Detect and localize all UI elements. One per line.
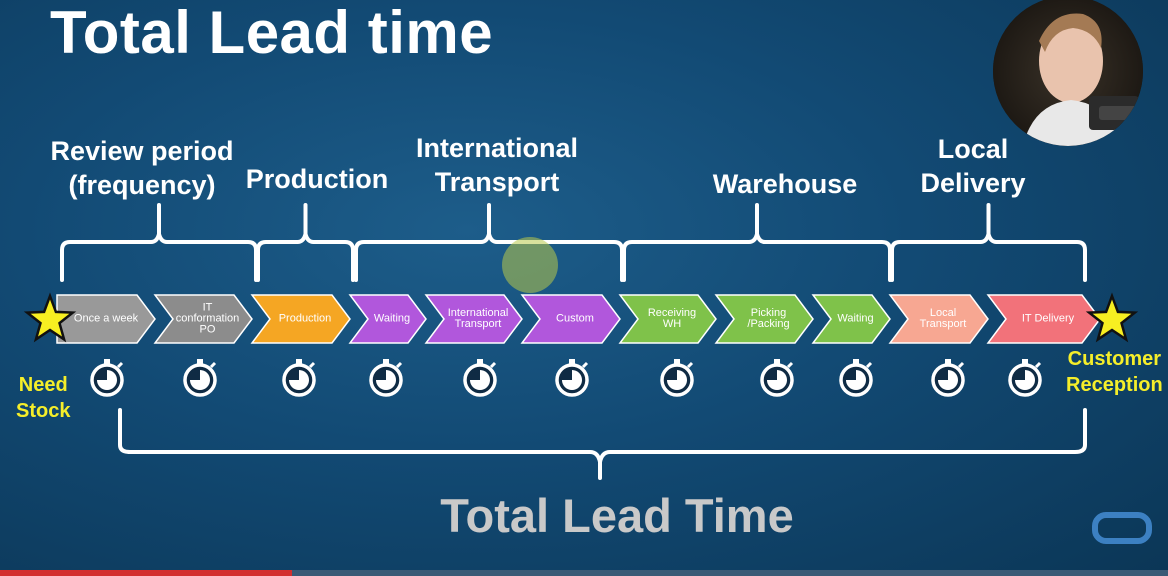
- stopwatch-icon: [839, 359, 873, 397]
- stopwatch-icon: [555, 359, 589, 397]
- cursor-highlight: [502, 237, 558, 293]
- process-step-label: International Transport: [447, 307, 509, 330]
- process-step-chevron: [520, 294, 621, 344]
- video-progress-bar[interactable]: [0, 570, 1168, 576]
- bottom-title: Total Lead Time: [440, 489, 794, 542]
- process-step-label: IT Delivery: [1021, 312, 1075, 325]
- process-step-label: Picking /Packing: [747, 307, 790, 330]
- process-step-label: Production: [278, 312, 332, 325]
- stopwatch-icon: [760, 359, 794, 397]
- stage-brace: [60, 203, 258, 282]
- stopwatch-icon: [463, 359, 497, 397]
- end-label: Customer Reception: [1066, 348, 1163, 396]
- stage-brace: [256, 203, 355, 282]
- process-step-chevron: [618, 294, 717, 344]
- stopwatch-icon: [931, 359, 965, 397]
- process-chevrons: [56, 294, 1101, 344]
- star-icon: [23, 292, 77, 343]
- stopwatch-icon: [183, 359, 217, 397]
- player-logo-icon: [1092, 512, 1152, 544]
- process-step-chevron: [888, 294, 989, 344]
- stage-label: Review period (frequency): [50, 136, 234, 200]
- stage-label: International Transport: [415, 133, 579, 197]
- slide-title: Total Lead time: [50, 0, 494, 66]
- stage-brace: [354, 203, 624, 282]
- process-step-chevron: [986, 294, 1101, 344]
- stage-label: Local Delivery: [920, 134, 1026, 198]
- process-step-chevron: [811, 294, 891, 344]
- stopwatch-icon: [282, 359, 316, 397]
- webcam-presenter: [993, 0, 1143, 146]
- process-step-label: Once a week: [73, 312, 139, 325]
- process-step-label: Waiting: [837, 312, 874, 325]
- process-step-chevron: [424, 294, 523, 344]
- stopwatch-icon: [369, 359, 403, 397]
- process-step-label: IT conformation PO: [175, 301, 240, 336]
- video-progress-fill: [0, 570, 292, 576]
- stage-brace: [622, 203, 892, 282]
- total-brace: [118, 408, 1087, 480]
- star-icon: [1085, 292, 1139, 343]
- process-step-chevron: [348, 294, 427, 344]
- stopwatch-icon: [660, 359, 694, 397]
- process-step-chevron: [714, 294, 814, 344]
- start-label: Need Stock: [16, 374, 71, 422]
- stage-braces: [60, 203, 1087, 282]
- stage-brace: [890, 203, 1087, 282]
- stage-label: Production: [245, 164, 389, 194]
- process-step-label: Custom: [556, 312, 594, 325]
- stopwatch-icon: [1008, 359, 1042, 397]
- process-step-chevron: [153, 294, 253, 344]
- process-step-label: Waiting: [373, 312, 411, 325]
- stopwatch-icons: [90, 359, 1042, 397]
- process-step-chevron: [250, 294, 351, 344]
- stage-label: Warehouse: [712, 169, 858, 199]
- process-step-label: Receiving WH: [647, 307, 697, 330]
- stopwatch-icon: [90, 359, 124, 397]
- process-step-label: Local Transport: [919, 307, 967, 330]
